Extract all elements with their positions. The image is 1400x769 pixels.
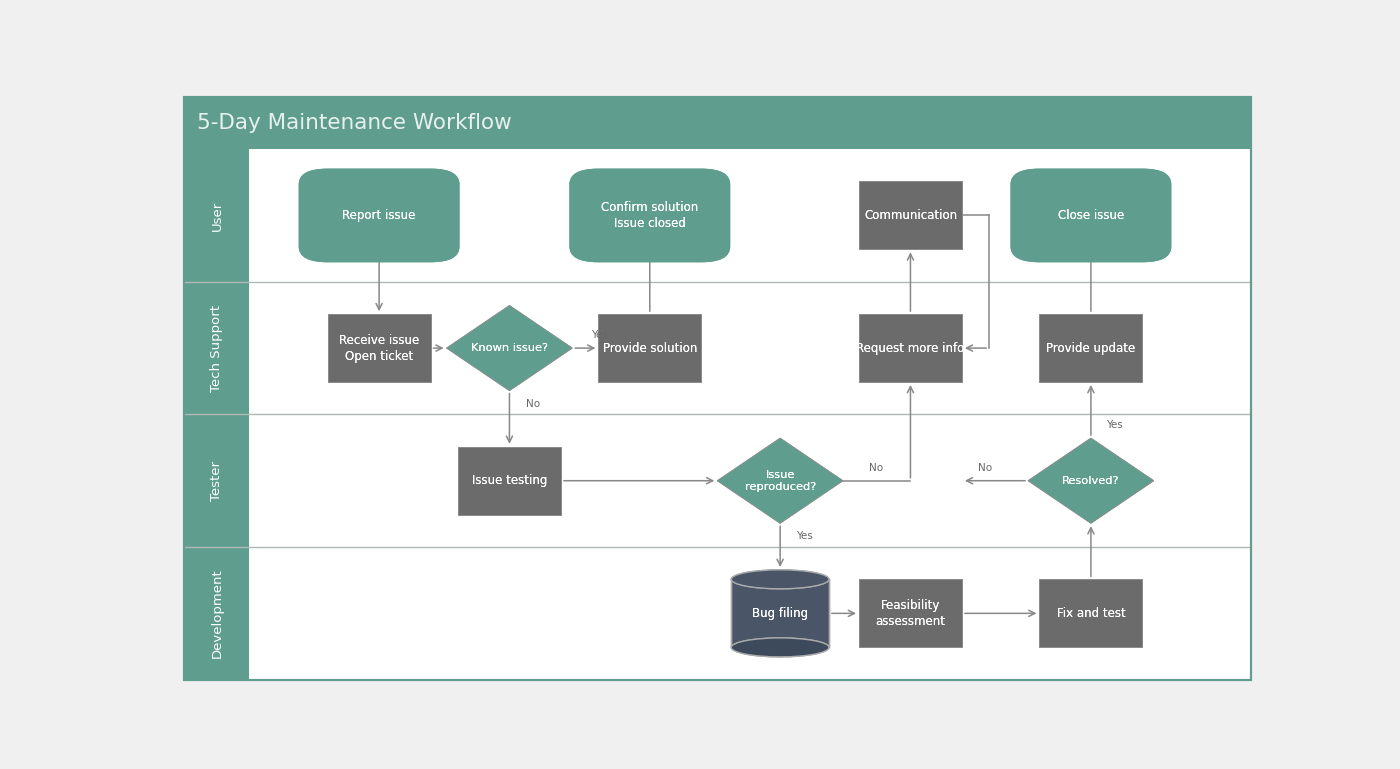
Text: Fix and test: Fix and test xyxy=(1057,607,1126,620)
Text: Close issue: Close issue xyxy=(1058,209,1124,222)
FancyBboxPatch shape xyxy=(860,314,962,382)
FancyBboxPatch shape xyxy=(298,168,459,262)
Text: Communication: Communication xyxy=(864,209,958,222)
Text: Issue
reproduced?: Issue reproduced? xyxy=(745,470,816,492)
FancyBboxPatch shape xyxy=(249,547,1252,680)
Text: Bug filing: Bug filing xyxy=(752,607,808,620)
FancyBboxPatch shape xyxy=(1011,168,1172,262)
FancyBboxPatch shape xyxy=(570,168,731,262)
Text: Yes: Yes xyxy=(795,531,812,541)
FancyBboxPatch shape xyxy=(249,414,1252,547)
Text: Yes: Yes xyxy=(1106,420,1123,430)
Text: User: User xyxy=(210,200,224,231)
Text: Feasibility
assessment: Feasibility assessment xyxy=(875,599,945,628)
FancyBboxPatch shape xyxy=(860,579,962,647)
FancyBboxPatch shape xyxy=(598,314,701,382)
Text: 5-Day Maintenance Workflow: 5-Day Maintenance Workflow xyxy=(196,113,511,133)
Text: Provide solution: Provide solution xyxy=(602,341,697,355)
FancyBboxPatch shape xyxy=(598,314,701,382)
Ellipse shape xyxy=(731,638,829,657)
Text: Report issue: Report issue xyxy=(343,209,416,222)
Text: Provide update: Provide update xyxy=(1046,341,1135,355)
FancyBboxPatch shape xyxy=(570,168,731,262)
FancyBboxPatch shape xyxy=(249,281,1252,414)
Text: Request more info: Request more info xyxy=(857,341,965,355)
Text: Provide solution: Provide solution xyxy=(602,341,697,355)
Text: Known issue?: Known issue? xyxy=(470,343,547,353)
Ellipse shape xyxy=(731,570,829,589)
Text: Fix and test: Fix and test xyxy=(1057,607,1126,620)
Text: Confirm solution
Issue closed: Confirm solution Issue closed xyxy=(601,201,699,230)
Polygon shape xyxy=(447,305,573,391)
Polygon shape xyxy=(717,438,843,524)
FancyBboxPatch shape xyxy=(249,149,1252,281)
FancyBboxPatch shape xyxy=(183,149,249,680)
Text: Resolved?: Resolved? xyxy=(1063,476,1120,486)
Polygon shape xyxy=(1028,438,1154,524)
Text: Request more info: Request more info xyxy=(857,341,965,355)
Text: Issue testing: Issue testing xyxy=(472,474,547,488)
Text: Resolved?: Resolved? xyxy=(1063,476,1120,486)
Text: No: No xyxy=(977,463,991,473)
Text: No: No xyxy=(526,399,540,409)
Text: Receive issue
Open ticket: Receive issue Open ticket xyxy=(339,334,419,362)
FancyBboxPatch shape xyxy=(328,314,431,382)
FancyBboxPatch shape xyxy=(860,314,962,382)
Text: Report issue: Report issue xyxy=(343,209,416,222)
Ellipse shape xyxy=(731,638,829,657)
FancyBboxPatch shape xyxy=(860,181,962,249)
FancyBboxPatch shape xyxy=(1011,168,1172,262)
FancyBboxPatch shape xyxy=(328,314,431,382)
Ellipse shape xyxy=(731,570,829,589)
FancyBboxPatch shape xyxy=(1039,314,1142,382)
FancyBboxPatch shape xyxy=(183,97,1252,149)
Polygon shape xyxy=(1028,438,1154,524)
FancyBboxPatch shape xyxy=(298,168,459,262)
Text: Tech Support: Tech Support xyxy=(210,305,224,391)
Text: Feasibility
assessment: Feasibility assessment xyxy=(875,599,945,628)
Text: Close issue: Close issue xyxy=(1058,209,1124,222)
FancyBboxPatch shape xyxy=(1039,579,1142,647)
FancyBboxPatch shape xyxy=(860,579,962,647)
Text: Issue testing: Issue testing xyxy=(472,474,547,488)
FancyBboxPatch shape xyxy=(458,447,561,514)
Text: No: No xyxy=(868,463,882,473)
Text: Issue
reproduced?: Issue reproduced? xyxy=(745,470,816,492)
Text: Provide update: Provide update xyxy=(1046,341,1135,355)
Text: Receive issue
Open ticket: Receive issue Open ticket xyxy=(339,334,419,362)
Text: Bug filing: Bug filing xyxy=(752,607,808,620)
Text: Confirm solution
Issue closed: Confirm solution Issue closed xyxy=(601,201,699,230)
FancyBboxPatch shape xyxy=(1039,314,1142,382)
FancyBboxPatch shape xyxy=(458,447,561,514)
Polygon shape xyxy=(447,305,573,391)
Text: Communication: Communication xyxy=(864,209,958,222)
Text: Known issue?: Known issue? xyxy=(470,343,547,353)
FancyBboxPatch shape xyxy=(731,579,829,647)
Text: Tester: Tester xyxy=(210,461,224,501)
Polygon shape xyxy=(717,438,843,524)
Text: Development: Development xyxy=(210,568,224,658)
FancyBboxPatch shape xyxy=(1039,579,1142,647)
FancyBboxPatch shape xyxy=(731,579,829,647)
FancyBboxPatch shape xyxy=(860,181,962,249)
Text: Yes: Yes xyxy=(591,330,608,340)
